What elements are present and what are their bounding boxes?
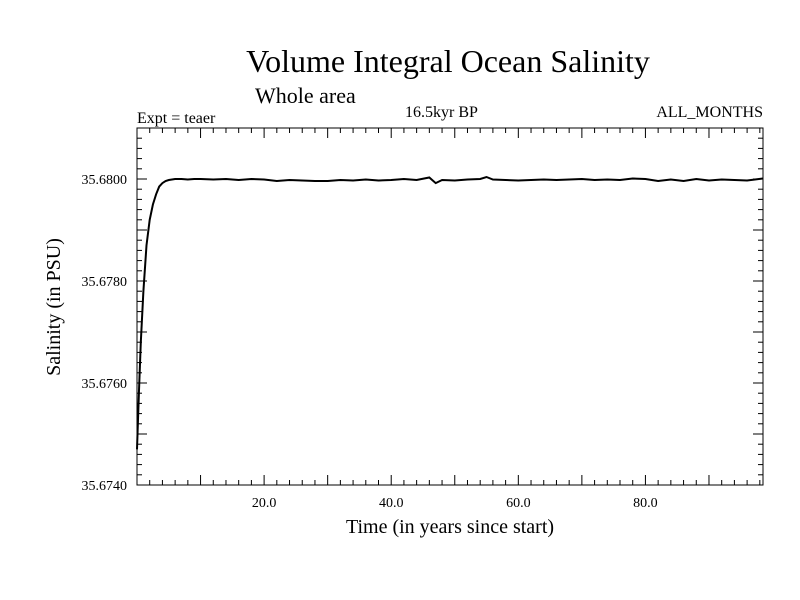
salinity-series-line xyxy=(136,175,764,450)
x-tick-label: 20.0 xyxy=(252,496,277,511)
period-label: 16.5kyr BP xyxy=(405,104,478,121)
x-axis-label: Time (in years since start) xyxy=(346,516,554,538)
chart-subtitle: Whole area xyxy=(255,83,356,108)
axis-tick-labels: 20.0 40.0 60.0 80.0 35.6740 35.6760 35.6780 35.… xyxy=(82,173,658,511)
x-tick-label: 40.0 xyxy=(379,496,404,511)
y-axis-label: Salinity (in PSU) xyxy=(43,238,65,376)
x-tick-label: 80.0 xyxy=(633,496,658,511)
plot-frame xyxy=(136,127,764,486)
chart-title: Volume Integral Ocean Salinity xyxy=(246,43,650,79)
axis-ticks xyxy=(137,128,763,485)
experiment-label: Expt = teaer xyxy=(137,110,216,127)
y-tick-label: 35.6800 xyxy=(82,173,128,188)
y-tick-label: 35.6780 xyxy=(82,275,128,290)
months-label: ALL_MONTHS xyxy=(656,104,763,121)
x-tick-label: 60.0 xyxy=(506,496,531,511)
y-tick-label: 35.6760 xyxy=(82,377,128,392)
y-tick-label: 35.6740 xyxy=(82,479,128,494)
